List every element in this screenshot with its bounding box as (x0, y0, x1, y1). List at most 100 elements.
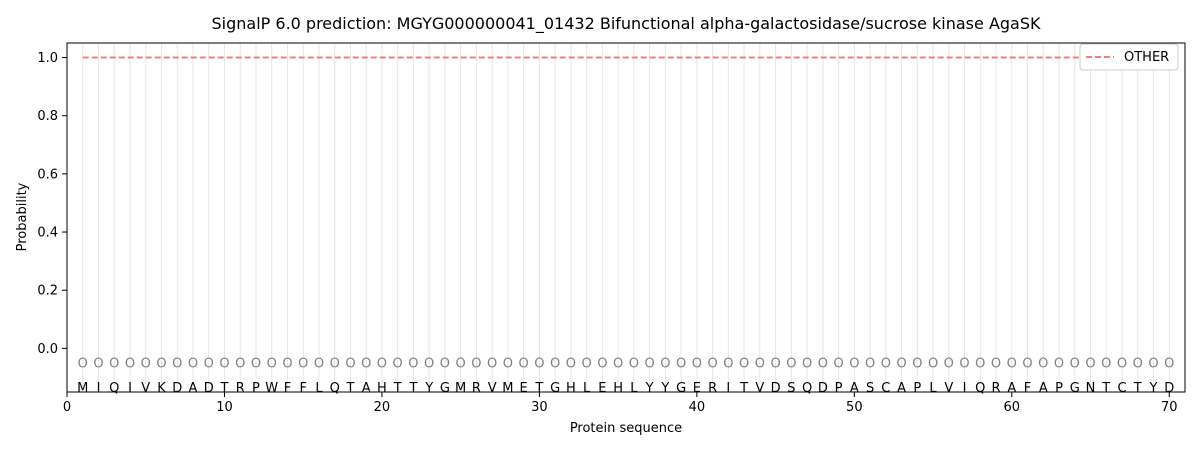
residue-label: E (693, 381, 701, 396)
residue-label: H (613, 381, 623, 396)
residue-label: A (1039, 381, 1048, 396)
residue-label: L (583, 381, 591, 396)
predicted-label: O (833, 356, 843, 371)
residue-label: L (630, 381, 638, 396)
predicted-label: O (251, 356, 261, 371)
residue-label: Y (645, 381, 654, 396)
residue-label: D (1164, 381, 1174, 396)
predicted-label: O (991, 356, 1001, 371)
grid-lines (82, 43, 1170, 392)
residue-label: E (598, 381, 606, 396)
predicted-label: O (755, 356, 765, 371)
residue-label: Q (109, 381, 119, 396)
residue-label: T (534, 381, 543, 396)
predicted-label: O (818, 356, 828, 371)
predicted-label: O (78, 356, 88, 371)
legend-box (1079, 43, 1179, 71)
x-tick-label: 0 (63, 400, 71, 415)
predicted-label: O (156, 356, 166, 371)
residue-label: R (708, 381, 717, 396)
residue-label: Y (1149, 381, 1158, 396)
x-tick-label: 10 (216, 400, 233, 415)
predicted-label: O (1101, 356, 1111, 371)
predicted-label: O (298, 356, 308, 371)
predicted-label: O (345, 356, 355, 371)
predicted-label: O (944, 356, 954, 371)
residue-label: L (315, 381, 323, 396)
predicted-label: O (786, 356, 796, 371)
predicted-label: O (692, 356, 702, 371)
predicted-label: O (912, 356, 922, 371)
predicted-label: O (1133, 356, 1143, 371)
residue-label: T (345, 381, 354, 396)
x-axis-label: Protein sequence (570, 421, 682, 436)
legend-label-other: OTHER (1124, 50, 1169, 65)
residue-label: E (520, 381, 528, 396)
predicted-label: O (550, 356, 560, 371)
predicted-label: O (896, 356, 906, 371)
predicted-label: O (125, 356, 135, 371)
residue-label: I (128, 381, 132, 396)
predicted-label: O (739, 356, 749, 371)
residue-label: D (771, 381, 781, 396)
chart-title: SignalP 6.0 prediction: MGYG000000041_01… (212, 14, 1042, 34)
predicted-label: O (471, 356, 481, 371)
predicted-label: O (645, 356, 655, 371)
predicted-label: O (1054, 356, 1064, 371)
predicted-label: O (219, 356, 229, 371)
predicted-label: O (1022, 356, 1032, 371)
predicted-label: O (282, 356, 292, 371)
predicted-label: O (1007, 356, 1017, 371)
residue-label: S (787, 381, 795, 396)
predicted-label: O (802, 356, 812, 371)
legend: OTHER (1079, 43, 1179, 71)
residue-label: L (929, 381, 937, 396)
x-tick-label: 50 (846, 400, 863, 415)
residue-label: R (236, 381, 245, 396)
x-tick-label: 20 (374, 400, 391, 415)
residue-labels: OMOIOQOIOVOKODOAODOTOROPOWOFOFOLOQOTOAOH… (77, 356, 1174, 396)
predicted-label: O (503, 356, 513, 371)
predicted-label: O (770, 356, 780, 371)
residue-label: A (362, 381, 371, 396)
residue-label: T (1133, 381, 1142, 396)
residue-label: H (377, 381, 387, 396)
residue-label: P (913, 381, 921, 396)
plot-frame (66, 42, 1186, 393)
residue-label: A (850, 381, 859, 396)
x-tick-label: 60 (1004, 400, 1021, 415)
x-axis: 0 10 20 30 40 50 60 70 (63, 392, 1178, 415)
y-axis-label: Probability (15, 182, 30, 251)
residue-label: R (472, 381, 481, 396)
residue-label: C (881, 381, 890, 396)
predicted-label: O (534, 356, 544, 371)
residue-label: P (252, 381, 260, 396)
y-tick-label: 1.0 (37, 51, 58, 66)
predicted-label: O (377, 356, 387, 371)
predicted-label: O (440, 356, 450, 371)
predicted-label: O (881, 356, 891, 371)
residue-label: I (97, 381, 101, 396)
predicted-label: O (582, 356, 592, 371)
residue-label: T (408, 381, 417, 396)
x-tick-label: 40 (689, 400, 706, 415)
residue-label: Y (424, 381, 433, 396)
predicted-label: O (723, 356, 733, 371)
predicted-label: O (314, 356, 324, 371)
predicted-label: O (109, 356, 119, 371)
predicted-label: O (707, 356, 717, 371)
residue-label: M (455, 381, 466, 396)
x-tick-label: 30 (531, 400, 548, 415)
y-tick-label: 0.4 (37, 226, 58, 241)
predicted-label: O (660, 356, 670, 371)
residue-label: D (172, 381, 182, 396)
residue-label: C (1117, 381, 1126, 396)
predicted-label: O (188, 356, 198, 371)
y-tick-label: 0.8 (37, 109, 58, 124)
residue-label: S (866, 381, 874, 396)
predicted-label: O (975, 356, 985, 371)
residue-label: Y (660, 381, 669, 396)
predicted-label: O (849, 356, 859, 371)
predicted-label: O (865, 356, 875, 371)
